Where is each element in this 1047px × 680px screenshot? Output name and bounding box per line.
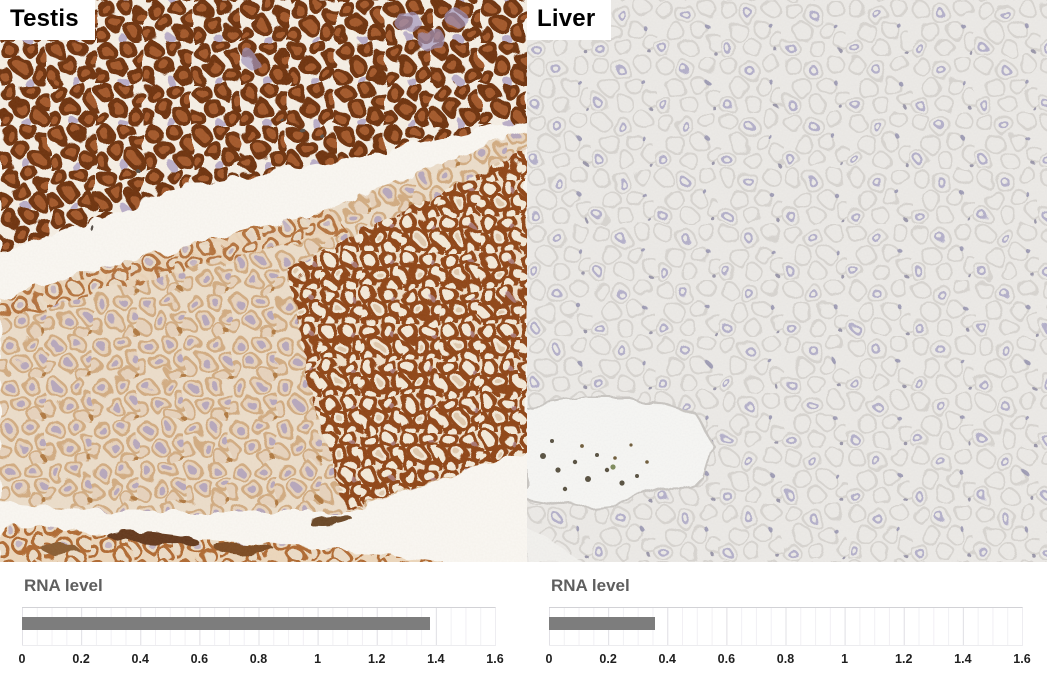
tick-label: 0 [545,652,553,666]
tick-label: 1.2 [368,652,386,666]
tick-label: 1.4 [954,652,972,666]
rna-level-charts-row: RNA level 0 0.2 0.4 0.6 0.8 1 1.2 1.4 1.… [0,562,1047,670]
tick-label: 0.4 [658,652,676,666]
testis-rna-chart-title: RNA level [24,576,103,595]
tick-label: 1 [314,652,322,666]
liver-rna-axis: 0 0.2 0.4 0.6 0.8 1 1.2 1.4 1.6 [545,652,1031,670]
tick-label: 0.8 [249,652,268,666]
testis-ihc-image[interactable] [0,0,527,562]
tick-label: 0.2 [72,652,90,666]
tick-label: 1.4 [427,652,445,666]
liver-rna-chart-title: RNA level [551,576,630,595]
testis-rna-axis: 0 0.2 0.4 0.6 0.8 1 1.2 1.4 1.6 [18,652,504,670]
testis-rna-chart: RNA level 0 0.2 0.4 0.6 0.8 1 1.2 1.4 1.… [0,562,527,670]
tick-label: 0.6 [190,652,209,666]
tissue-image-row: Testis [0,0,1047,562]
liver-rna-chart: RNA level 0 0.2 0.4 0.6 0.8 1 1.2 1.4 1.… [527,562,1047,670]
liver-label: Liver [527,0,612,40]
liver-grain-overlay [527,0,1047,562]
tick-label: 1.6 [1013,652,1031,666]
liver-ihc-image[interactable] [527,0,1047,562]
liver-image-panel[interactable]: Liver [527,0,1047,562]
liver-rna-bar [549,617,656,630]
testis-label: Testis [0,0,95,40]
tick-label: 0.6 [717,652,736,666]
tick-label: 0.8 [776,652,795,666]
tick-label: 0.4 [131,652,149,666]
tick-label: 1 [841,652,849,666]
tick-label: 1.2 [895,652,913,666]
tick-label: 0.2 [599,652,617,666]
testis-rna-chart-plot [22,607,496,646]
tick-label: 1.6 [486,652,504,666]
tick-label: 0 [18,652,26,666]
testis-image-panel[interactable]: Testis [0,0,527,562]
testis-grain-overlay [0,0,527,562]
liver-rna-chart-plot [549,607,1023,646]
testis-rna-bar [22,617,430,630]
